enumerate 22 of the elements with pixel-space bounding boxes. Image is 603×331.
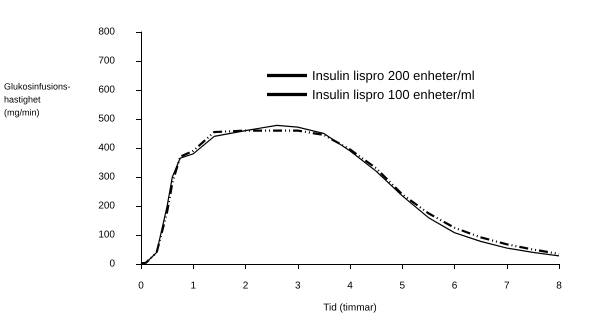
y-tick-label: 700 (98, 56, 116, 66)
y-tick-label: 600 (98, 84, 116, 96)
x-tick-label: 0 (138, 280, 144, 292)
x-tick-label: 7 (504, 280, 510, 292)
x-tick-label: 8 (556, 280, 562, 292)
x-tick-label: 5 (399, 280, 406, 292)
y-tick-label: 0 (109, 258, 116, 270)
y-tick-label: 500 (98, 114, 116, 124)
y-tick-label: 100 (98, 230, 116, 240)
x-tick-label: 3 (294, 280, 301, 292)
x-tick-label: 4 (347, 280, 354, 292)
legend-label: Insulin lispro 100 enheter/ml (312, 87, 475, 102)
y-tick-label: 300 (98, 172, 116, 182)
x-tick-label: 1 (190, 280, 196, 292)
y-tick-label: 800 (98, 26, 116, 38)
y-tick-label: 400 (98, 142, 116, 154)
x-tick-label: 6 (452, 280, 458, 292)
legend-label: Insulin lispro 200 enheter/ml (312, 68, 475, 83)
x-axis-title: Tid (timmar) (323, 302, 377, 314)
x-tick-label: 2 (242, 280, 249, 292)
y-tick-label: 200 (98, 200, 116, 212)
y-axis-title: Glukosinfusions-hastighet (mg/min) (4, 82, 71, 118)
